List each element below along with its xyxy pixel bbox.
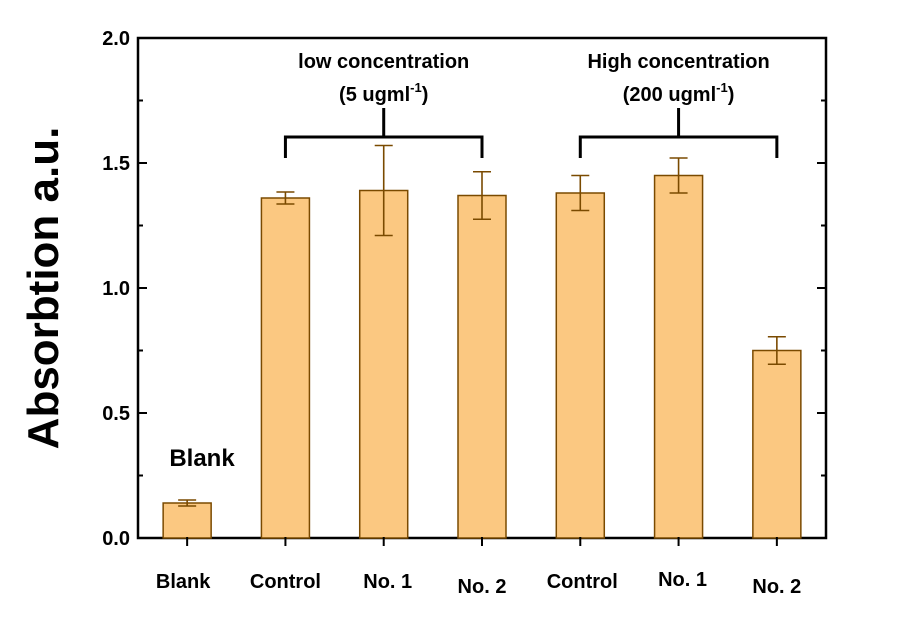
bar	[162, 502, 212, 539]
group-bracket	[578, 108, 779, 158]
category-label: Blank	[156, 571, 211, 593]
bar	[457, 194, 507, 539]
y-axis-label: Absorbtion a.u.	[19, 127, 68, 450]
blank-annotation: Blank	[169, 445, 235, 472]
category-label: No. 1	[658, 569, 707, 591]
concentration-annotations: low concentration (5 ugml-1) High concentr…	[283, 51, 779, 158]
y-tick-label: 0.0	[102, 528, 130, 550]
category-label: Control	[547, 571, 618, 593]
bar	[260, 197, 311, 539]
category-label: No. 2	[458, 576, 507, 598]
plot-area: 0.0 0.5 1.0 1.5 2.0 Blank Control No. 1 No. 2 Con…	[102, 28, 828, 598]
category-label: Control	[250, 571, 321, 593]
bar	[653, 174, 704, 539]
group-concentration: (5 ugml-1)	[339, 80, 428, 106]
y-tick-label: 0.5	[102, 403, 130, 425]
bar	[358, 189, 409, 539]
category-label: No. 1	[363, 571, 412, 593]
y-tick-label: 1.5	[102, 153, 130, 175]
group-title: low concentration	[298, 51, 469, 73]
group-bracket	[283, 108, 484, 158]
bar	[555, 192, 606, 539]
bar	[752, 349, 802, 539]
category-label: No. 2	[752, 576, 801, 598]
group-title: High concentration	[587, 51, 769, 73]
y-tick-label: 1.0	[102, 278, 130, 300]
group-concentration: (200 ugml-1)	[623, 80, 735, 106]
y-tick-label: 2.0	[102, 28, 130, 50]
